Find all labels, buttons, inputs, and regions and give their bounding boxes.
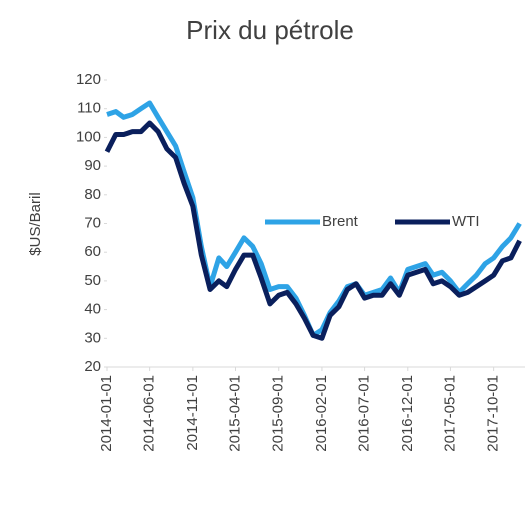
- y-tick-label: 60: [84, 243, 101, 260]
- y-axis-label: $US/Baril: [27, 192, 44, 255]
- series-line: [104, 120, 522, 341]
- y-tick-label: 120: [76, 71, 101, 88]
- legend-label: WTI: [452, 213, 480, 230]
- y-tick-label: 100: [76, 128, 101, 145]
- y-tick-label: 90: [84, 157, 101, 174]
- x-tick-label: 2016-02-01: [313, 375, 330, 452]
- x-tick-label: 2015-09-01: [270, 375, 287, 452]
- y-tick-label: 30: [84, 329, 101, 346]
- x-tick-label: 2014-01-01: [98, 375, 115, 452]
- y-tick-label: 40: [84, 301, 101, 318]
- x-tick-label: 2015-04-01: [226, 375, 243, 452]
- x-tick-label: 2017-10-01: [485, 375, 502, 452]
- y-tick-label: 80: [84, 186, 101, 203]
- y-tick-label: 70: [84, 214, 101, 231]
- x-tick-label: 2016-12-01: [399, 375, 416, 452]
- x-tick-label: 2017-05-01: [441, 375, 458, 452]
- chart-title: Prix du pétrole: [186, 15, 354, 45]
- x-tick-label: 2014-06-01: [141, 375, 158, 452]
- y-tick-label: 110: [77, 100, 101, 117]
- x-tick-label: 2016-07-01: [356, 375, 373, 452]
- legend-label: Brent: [322, 213, 359, 230]
- y-tick-label: 20: [84, 358, 101, 375]
- y-tick-label: 50: [84, 272, 101, 289]
- x-tick-label: 2014-11-01: [184, 375, 201, 451]
